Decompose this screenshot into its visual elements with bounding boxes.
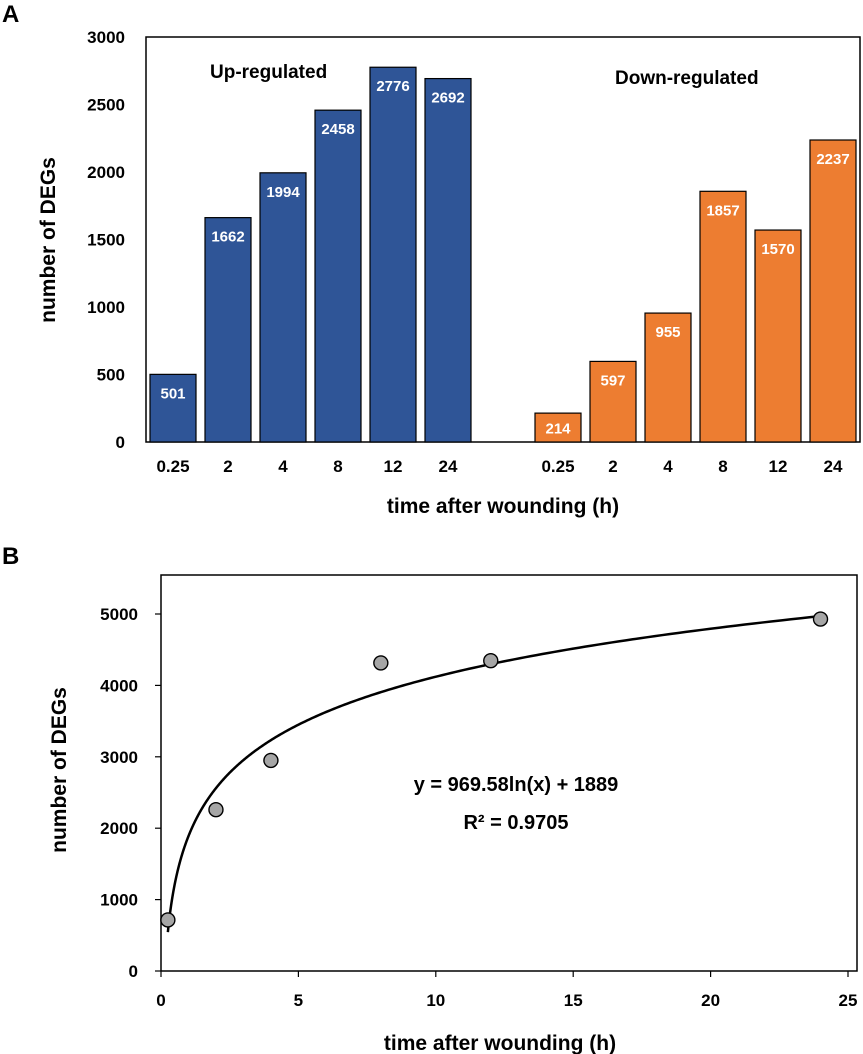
data-point xyxy=(160,912,176,928)
plot-frame-a xyxy=(145,36,861,443)
data-point xyxy=(263,752,279,769)
x-tick-label: 8 xyxy=(333,457,342,476)
x-tick-label: 15 xyxy=(564,991,583,1010)
x-tick-label: 4 xyxy=(278,457,288,476)
y-tick-label: 1500 xyxy=(87,231,125,250)
x-tick-label: 25 xyxy=(839,991,858,1010)
bar-up-4 xyxy=(259,172,307,443)
x-axis-title-b: time after wounding (h) xyxy=(384,1032,616,1054)
bar-down-12 xyxy=(754,229,802,443)
x-tick-label: 0.25 xyxy=(156,457,189,476)
bar-up-24 xyxy=(424,77,472,443)
x-tick-label: 2 xyxy=(608,457,617,476)
data-point xyxy=(373,655,389,671)
bar-up-2 xyxy=(204,217,252,443)
bar-down-4 xyxy=(644,312,692,443)
y-tick-label: 1000 xyxy=(87,298,125,317)
x-tick-label: 24 xyxy=(824,457,843,476)
scatter-chart: 0 1000 2000 3000 4000 5000 0 5 10 15 20 25 y = 969… xyxy=(48,574,858,1054)
y-axis-title-b: number of DEGs xyxy=(48,687,71,853)
bar-down-0.25 xyxy=(534,412,582,443)
bar-chart: 0 500 1000 1500 2000 2500 3000 501 1662 1994 2458… xyxy=(37,28,861,518)
y-tick-label: 2000 xyxy=(100,819,138,838)
bar-value-label: 1570 xyxy=(761,241,794,258)
series-label-down: Down-regulated xyxy=(615,68,759,89)
y-tick-label: 4000 xyxy=(100,676,138,695)
bar-value-label: 1662 xyxy=(211,229,244,246)
y-tick-label: 0 xyxy=(116,433,125,452)
bar-value-label: 1994 xyxy=(266,184,300,201)
bar-down-24 xyxy=(809,139,857,443)
y-tick-label: 3000 xyxy=(87,28,125,47)
panel-label-b: B xyxy=(2,543,19,570)
bar-down-2 xyxy=(589,360,637,443)
bar-up-0.25 xyxy=(149,373,197,443)
r-squared: R² = 0.9705 xyxy=(463,812,568,834)
bar-up-8 xyxy=(314,109,362,443)
x-tick-label: 12 xyxy=(384,457,403,476)
y-axis-title-a: number of DEGs xyxy=(37,157,60,323)
data-point xyxy=(208,802,224,818)
bar-value-label: 2692 xyxy=(431,90,464,107)
x-tick-label: 0 xyxy=(156,991,165,1010)
bar-value-label: 501 xyxy=(160,385,185,402)
y-tick-label: 2500 xyxy=(87,96,125,115)
bar-value-label: 2458 xyxy=(321,121,354,138)
x-axis-title-a: time after wounding (h) xyxy=(387,495,619,518)
bar-value-label: 1857 xyxy=(706,202,739,219)
bar-value-label: 597 xyxy=(600,372,625,389)
y-tick-label: 2000 xyxy=(87,163,125,182)
x-tick-label: 10 xyxy=(426,991,445,1010)
x-tick-label: 20 xyxy=(701,991,720,1010)
trendline-equation: y = 969.58ln(x) + 1889 xyxy=(414,774,619,796)
plot-frame-b xyxy=(160,574,858,972)
bar-value-label: 2237 xyxy=(816,151,849,168)
x-tick-label: 0.25 xyxy=(541,457,574,476)
bar-value-label: 955 xyxy=(655,324,680,341)
y-tick-label: 0 xyxy=(129,962,138,981)
bar-value-label: 2776 xyxy=(376,78,409,95)
series-label-up: Up-regulated xyxy=(210,62,327,83)
x-tick-label: 12 xyxy=(769,457,788,476)
trendline xyxy=(166,614,821,933)
x-tick-label: 24 xyxy=(439,457,458,476)
y-tick-label: 500 xyxy=(97,366,125,385)
x-tick-label: 4 xyxy=(663,457,673,476)
x-tick-label: 2 xyxy=(223,457,232,476)
y-tick-label: 1000 xyxy=(100,891,138,910)
bar-value-label: 214 xyxy=(545,421,571,438)
data-point xyxy=(483,652,499,669)
data-point xyxy=(812,611,829,627)
bar-down-8 xyxy=(699,190,747,443)
bar-up-12 xyxy=(369,66,417,443)
x-tick-label: 8 xyxy=(718,457,727,476)
y-tick-label: 5000 xyxy=(100,605,138,624)
panel-label-a: A xyxy=(2,1,19,28)
x-tick-label: 5 xyxy=(294,991,303,1010)
y-tick-label: 3000 xyxy=(100,748,138,767)
